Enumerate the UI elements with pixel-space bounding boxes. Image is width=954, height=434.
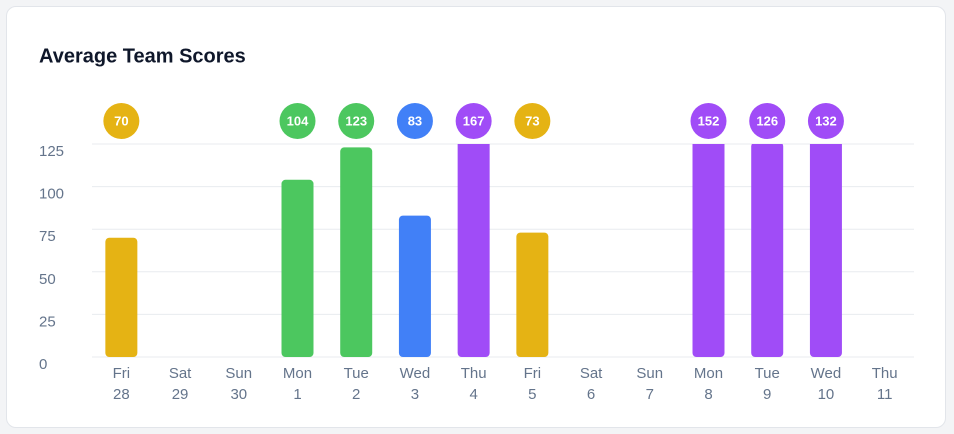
y-tick-label: 125 xyxy=(39,143,64,160)
bar xyxy=(457,144,490,357)
value-badge xyxy=(338,103,375,139)
x-tick-label: Tue xyxy=(344,365,369,382)
value-label: 73 xyxy=(525,113,539,128)
value-label: 132 xyxy=(815,113,837,128)
x-tick-label: Sat xyxy=(169,365,192,382)
x-tick-label: Tue xyxy=(755,365,780,382)
y-tick-label: 0 xyxy=(39,356,47,373)
x-tick-label: 29 xyxy=(172,386,189,403)
x-tick-label: 1 xyxy=(293,386,301,403)
bar xyxy=(340,147,373,357)
x-tick-label: Sun xyxy=(225,365,252,382)
y-tick-label: 50 xyxy=(39,271,56,288)
value-label: 167 xyxy=(463,113,485,128)
y-tick-label: 25 xyxy=(39,313,56,330)
x-tick-label: 11 xyxy=(877,386,893,403)
x-tick-label: 10 xyxy=(818,386,835,403)
value-badge xyxy=(279,103,316,139)
x-tick-label: 5 xyxy=(528,386,536,403)
value-label: 123 xyxy=(345,113,367,128)
x-tick-label: 7 xyxy=(646,386,654,403)
value-badge xyxy=(749,103,786,139)
x-tick-label: 6 xyxy=(587,386,595,403)
bar xyxy=(751,144,784,357)
x-tick-label: Thu xyxy=(872,365,898,382)
x-tick-label: 2 xyxy=(352,386,360,403)
x-tick-label: 8 xyxy=(704,386,712,403)
value-label: 126 xyxy=(756,113,778,128)
x-tick-label: Mon xyxy=(694,365,723,382)
x-tick-label: 4 xyxy=(469,386,477,403)
value-badge xyxy=(514,103,551,139)
x-tick-label: 3 xyxy=(411,386,419,403)
bar xyxy=(809,144,842,357)
bar xyxy=(692,144,725,357)
bar xyxy=(281,179,314,357)
value-label: 83 xyxy=(408,113,422,128)
x-tick-label: 30 xyxy=(230,386,247,403)
bar xyxy=(516,232,549,357)
x-tick-label: Thu xyxy=(461,365,487,382)
x-tick-label: Fri xyxy=(524,365,542,382)
x-tick-label: Fri xyxy=(113,365,131,382)
value-label: 70 xyxy=(114,113,128,128)
value-label: 152 xyxy=(698,113,720,128)
y-tick-label: 100 xyxy=(39,186,64,203)
value-badge xyxy=(807,103,844,139)
x-tick-label: Sun xyxy=(636,365,663,382)
bar xyxy=(398,215,431,357)
chart-title: Average Team Scores xyxy=(39,45,246,67)
x-tick-label: 9 xyxy=(763,386,771,403)
x-tick-label: Mon xyxy=(283,365,312,382)
x-tick-label: Wed xyxy=(400,365,431,382)
x-tick-label: Wed xyxy=(811,365,842,382)
value-badge xyxy=(103,103,140,139)
value-label: 104 xyxy=(287,113,309,128)
value-badge xyxy=(690,103,727,139)
x-tick-label: Sat xyxy=(580,365,603,382)
value-badge xyxy=(455,103,492,139)
x-tick-label: 28 xyxy=(113,386,130,403)
value-badge xyxy=(396,103,433,139)
y-tick-label: 75 xyxy=(39,228,56,245)
bar xyxy=(105,237,138,357)
